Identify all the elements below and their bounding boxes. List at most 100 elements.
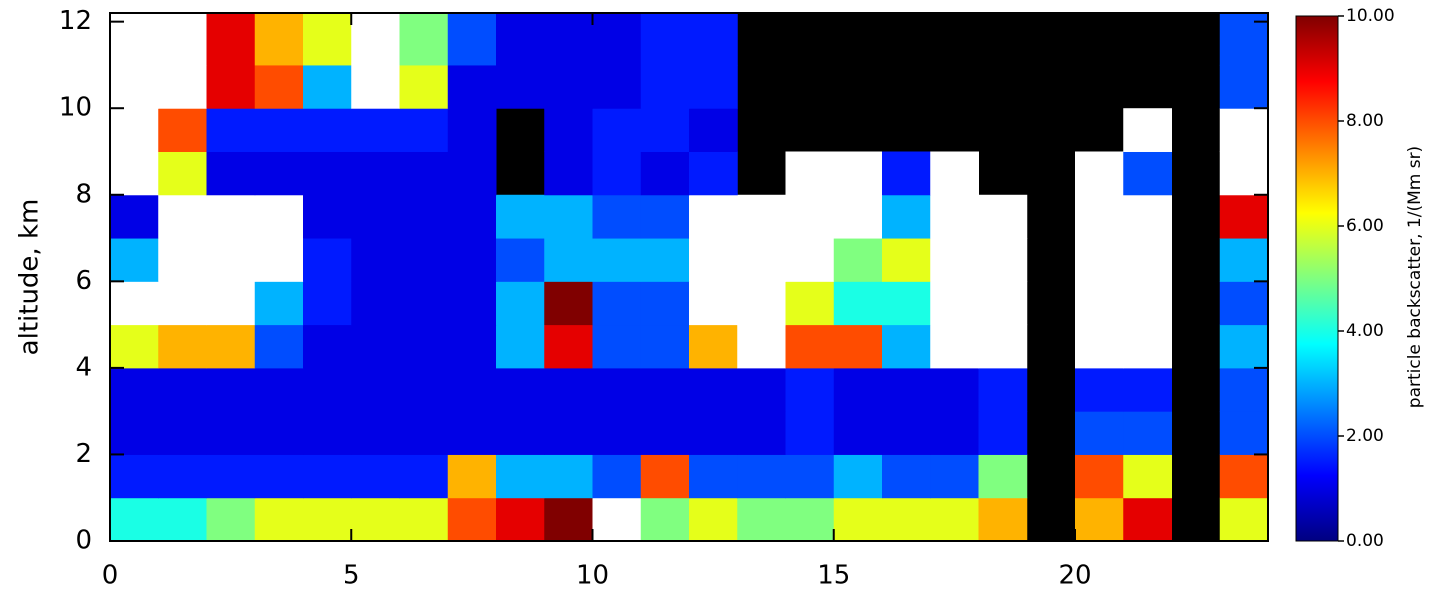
heatmap-cell <box>351 454 400 499</box>
heatmap-cell <box>1075 324 1124 369</box>
heatmap-cell <box>158 194 207 239</box>
heatmap-cell <box>206 238 256 282</box>
plot-frame <box>109 12 1269 542</box>
heatmap-cell <box>447 367 497 412</box>
heatmap-cell <box>351 151 400 196</box>
heatmap-cell <box>206 497 256 542</box>
heatmap-cell <box>930 454 979 499</box>
heatmap-cell <box>303 281 352 326</box>
heatmap-cell <box>303 108 352 152</box>
heatmap-cell <box>110 194 159 239</box>
heatmap-cell <box>640 454 690 499</box>
heatmap-cell <box>1219 367 1269 412</box>
heatmap-cell <box>882 454 931 499</box>
colorbar <box>1295 15 1339 542</box>
heatmap-cell <box>206 454 256 499</box>
heatmap-cell <box>1219 497 1269 542</box>
heatmap-cell <box>158 13 207 66</box>
heatmap-cell <box>882 151 931 196</box>
heatmap-cell <box>833 367 883 412</box>
heatmap-cell <box>689 367 738 412</box>
heatmap-cell <box>1123 194 1172 239</box>
heatmap-cell <box>447 108 497 152</box>
heatmap-cell <box>110 281 159 326</box>
y-axis-label: altitude, km <box>15 199 45 356</box>
heatmap-cell <box>1219 194 1269 239</box>
heatmap-cell <box>978 454 1028 499</box>
heatmap-cell <box>785 497 835 542</box>
x-tick-label: 15 <box>817 561 850 591</box>
heatmap-cell <box>303 238 352 282</box>
heatmap-cell <box>206 151 256 196</box>
heatmap-cell <box>110 324 159 369</box>
heatmap-cell <box>785 324 835 369</box>
heatmap-cell <box>592 108 642 152</box>
heatmap-cell <box>399 367 449 412</box>
heatmap-cell <box>930 411 979 455</box>
heatmap-cell <box>447 13 497 66</box>
colorbar-tick-label: 2.00 <box>1346 426 1384 446</box>
heatmap-cell <box>737 411 786 455</box>
x-tick-label: 20 <box>1058 561 1091 591</box>
heatmap-cell <box>447 454 497 499</box>
heatmap-cell <box>592 64 642 109</box>
heatmap-cell <box>689 454 738 499</box>
heatmap-cell <box>447 411 497 455</box>
y-tick-label: 2 <box>75 439 92 469</box>
heatmap-cell <box>303 411 352 455</box>
heatmap-cell <box>496 454 545 499</box>
heatmap-cell <box>254 497 304 542</box>
heatmap-cell <box>882 324 931 369</box>
heatmap-cell <box>1123 324 1172 369</box>
y-tick-label: 8 <box>75 179 92 209</box>
heatmap-cell <box>1123 281 1172 326</box>
heatmap-cell <box>447 238 497 282</box>
heatmap-cell <box>351 64 400 109</box>
heatmap-cell <box>399 13 449 66</box>
heatmap-cell <box>254 281 304 326</box>
heatmap-cell <box>496 281 545 326</box>
heatmap-cell <box>351 367 400 412</box>
heatmap-cell <box>110 151 159 196</box>
heatmap-cell <box>399 454 449 499</box>
heatmap-cell <box>110 367 159 412</box>
heatmap-cell <box>640 367 690 412</box>
heatmap-cell <box>1123 108 1172 152</box>
heatmap-cell <box>399 497 449 542</box>
heatmap-cell <box>206 281 256 326</box>
heatmap-cell <box>978 367 1028 412</box>
heatmap-cell <box>737 324 786 369</box>
colorbar-tick-label: 10.00 <box>1346 6 1395 26</box>
heatmap-cell <box>833 281 883 326</box>
heatmap-cell <box>833 238 883 282</box>
heatmap-cell <box>737 238 786 282</box>
heatmap-cell <box>978 411 1028 455</box>
heatmap-cell <box>303 367 352 412</box>
heatmap-cell <box>882 367 931 412</box>
heatmap-cell <box>544 13 593 66</box>
heatmap-cell <box>592 194 642 239</box>
heatmap-cell <box>1219 238 1269 282</box>
heatmap-cell <box>640 281 690 326</box>
heatmap-cell <box>158 64 207 109</box>
heatmap-cell <box>978 324 1028 369</box>
heatmap-cell <box>640 194 690 239</box>
heatmap-cell <box>206 411 256 455</box>
heatmap-cell <box>833 411 883 455</box>
heatmap-cell <box>833 454 883 499</box>
heatmap-cell <box>110 454 159 499</box>
heatmap-cell <box>303 324 352 369</box>
heatmap-cell <box>785 194 835 239</box>
heatmap-cell <box>399 151 449 196</box>
heatmap-cell <box>496 13 545 66</box>
heatmap-cell <box>544 324 593 369</box>
heatmap-cell <box>544 238 593 282</box>
heatmap-cell <box>544 64 593 109</box>
heatmap-cell <box>640 64 690 109</box>
colorbar-tick-label: 4.00 <box>1346 321 1384 341</box>
heatmap-cell <box>1219 281 1269 326</box>
heatmap-cell <box>592 411 642 455</box>
heatmap-cell <box>930 281 979 326</box>
heatmap-cell <box>1219 151 1269 196</box>
heatmap-cell <box>303 13 352 66</box>
